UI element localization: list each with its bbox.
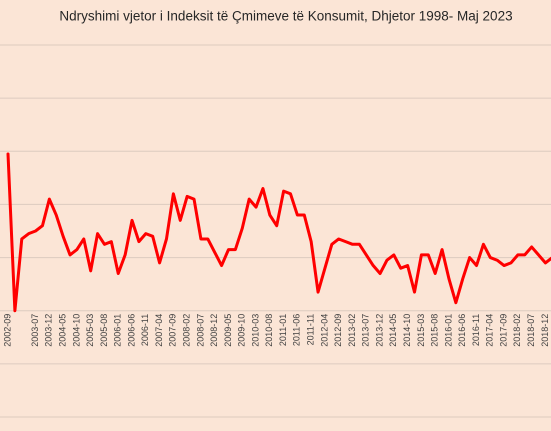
x-tick-label: 2012-09 xyxy=(333,314,343,347)
x-tick-label: 2016-06 xyxy=(457,314,467,347)
x-tick-label: 2013-12 xyxy=(374,314,384,347)
x-tick-label: 2015-03 xyxy=(416,314,426,347)
x-tick-label: 2002-09 xyxy=(2,314,12,347)
x-tick-label: 2013-02 xyxy=(347,314,357,347)
x-tick-label: 2017-09 xyxy=(498,314,508,347)
x-tick-label: 2008-07 xyxy=(195,314,205,347)
x-tick-label: 2007-09 xyxy=(168,314,178,347)
x-tick-label: 2008-12 xyxy=(209,314,219,347)
x-tick-label: 2009-05 xyxy=(223,314,233,347)
x-tick-label: 2006-11 xyxy=(140,314,150,346)
x-tick-label: 2005-08 xyxy=(99,314,109,347)
x-tick-label: 2015-08 xyxy=(430,314,440,347)
x-tick-label: 2018-07 xyxy=(526,314,536,347)
x-tick-label: 2004-05 xyxy=(57,314,67,347)
x-tick-label: 2008-02 xyxy=(182,314,192,347)
x-tick-label: 2016-11 xyxy=(471,314,481,346)
line-series xyxy=(6,152,551,313)
x-tick-label: 2013-07 xyxy=(361,314,371,347)
x-tick-label: 2009-10 xyxy=(237,314,247,347)
x-tick-label: 2018-02 xyxy=(512,314,522,347)
x-tick-label: 2016-01 xyxy=(443,314,453,347)
x-tick-label: 2006-01 xyxy=(113,314,123,347)
x-tick-label: 2014-05 xyxy=(388,314,398,347)
x-tick-label: 2006-06 xyxy=(126,314,136,347)
x-tick-label: 2003-12 xyxy=(44,314,54,347)
x-tick-label: 2007-04 xyxy=(154,314,164,347)
x-axis-labels: 2002-09 2003-07 2003-12 2004-05 2004-10 2005-… xyxy=(2,314,549,347)
x-tick-label: 2003-07 xyxy=(30,314,40,347)
x-tick-label: 2011-11 xyxy=(306,314,316,346)
plot xyxy=(6,152,551,313)
x-tick-label: 2005-03 xyxy=(85,314,95,347)
x-tick-label: 2017-04 xyxy=(485,314,495,347)
x-tick-label: 2014-10 xyxy=(402,314,412,347)
x-tick-label: 2018-12 xyxy=(540,314,550,347)
chart-title: Ndryshimi vjetor i Indeksit të Çmimeve t… xyxy=(59,9,512,24)
x-tick-label: 2011-06 xyxy=(292,314,302,346)
x-tick-label: 2004-10 xyxy=(71,314,81,347)
x-tick-label: 2012-04 xyxy=(319,314,329,347)
x-tick-label: 2010-08 xyxy=(264,314,274,347)
x-tick-label: 2010-03 xyxy=(250,314,260,347)
x-tick-label: 2011-01 xyxy=(278,314,288,346)
